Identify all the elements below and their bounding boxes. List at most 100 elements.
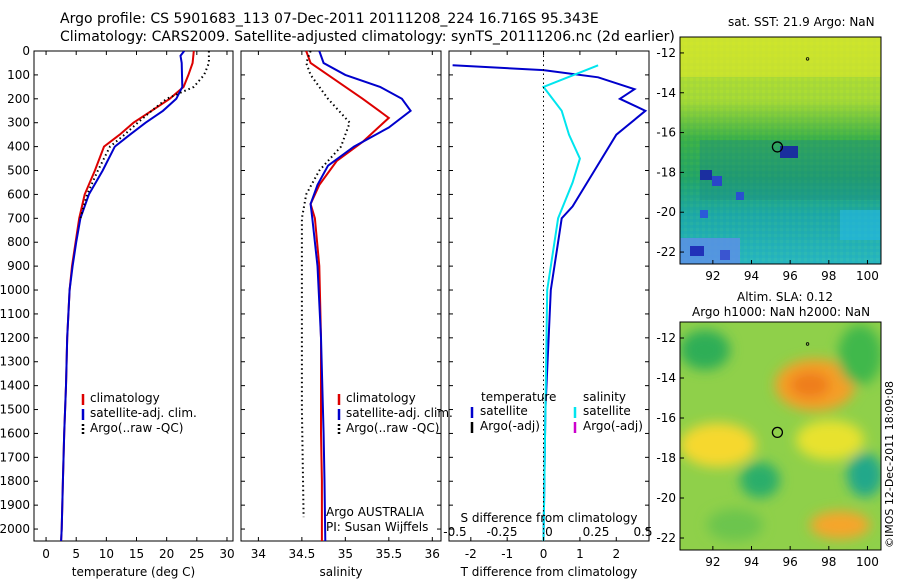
y-tick-label: 900 xyxy=(7,259,30,273)
y-tick-label: 500 xyxy=(7,164,30,178)
series-line-2-0 xyxy=(452,64,648,541)
series-line-1-2 xyxy=(300,51,351,518)
sst-y-tick-label: -16 xyxy=(656,126,676,140)
x-tick-label: 10 xyxy=(99,547,114,561)
y-tick-label: 1100 xyxy=(0,307,30,321)
sst-y-tick-label: -12 xyxy=(656,46,676,60)
sla-x-tick-label: 94 xyxy=(744,555,759,569)
sla-small-marker xyxy=(805,342,810,346)
top-axis-label: S difference from climatology xyxy=(461,511,638,525)
legend-label: climatology xyxy=(90,391,160,405)
y-tick-label: 1600 xyxy=(0,426,30,440)
x-tick-label: 5 xyxy=(72,547,80,561)
x-tick-label: -2 xyxy=(465,547,477,561)
legend-title-temperature: temperature xyxy=(481,390,556,404)
x-axis-label: salinity xyxy=(319,565,362,579)
sst-x-tick-label: 96 xyxy=(783,269,798,283)
sla-y-tick-label: -18 xyxy=(656,451,676,465)
series-line-0-2 xyxy=(79,51,210,219)
y-tick-label: 200 xyxy=(7,92,30,106)
sla-argo-position-marker xyxy=(771,426,784,439)
figure-title-line-1: Argo profile: CS 5901683_113 07-Dec-2011… xyxy=(60,11,599,27)
salinity-plot-frame xyxy=(240,50,442,542)
sla-x-tick-label: 92 xyxy=(705,555,720,569)
y-tick-label: 800 xyxy=(7,235,30,249)
x-tick-label: 2 xyxy=(612,547,620,561)
sst-x-tick-label: 98 xyxy=(821,269,836,283)
x-tick-label: 1 xyxy=(576,547,584,561)
x-tick-label: 36 xyxy=(425,547,440,561)
imos-credit: ©IMOS 12-Dec-2011 18:09:08 xyxy=(883,381,896,548)
sst-x-tick-label: 100 xyxy=(856,269,879,283)
sst-x-tick-label: 92 xyxy=(705,269,720,283)
y-tick-label: 1300 xyxy=(0,355,30,369)
platform-note: Argo AUSTRALIA xyxy=(326,505,425,519)
legend-label: climatology xyxy=(346,391,416,405)
sla-map xyxy=(680,322,881,550)
top-tick-label: -0.5 xyxy=(443,525,466,539)
y-tick-label: 0 xyxy=(22,44,30,58)
sst-small-marker xyxy=(805,57,810,61)
x-tick-label: 15 xyxy=(129,547,144,561)
sla-map-title-line-2: Argo h1000: NaN h2000: NaN xyxy=(692,305,871,319)
sla-y-tick-label: -22 xyxy=(656,531,676,545)
y-tick-label: 2000 xyxy=(0,522,30,536)
figure-title-line-2: Climatology: CARS2009. Satellite-adjuste… xyxy=(60,29,675,45)
x-tick-label: 34 xyxy=(251,547,266,561)
y-tick-label: 1000 xyxy=(0,283,30,297)
legend-label: Argo(-adj) xyxy=(480,419,540,433)
sla-x-tick-label: 96 xyxy=(783,555,798,569)
legend-label: satellite xyxy=(583,404,631,418)
top-tick-label: -0.25 xyxy=(486,525,517,539)
sst-map xyxy=(680,37,881,264)
difference-plot-frame xyxy=(448,50,650,542)
sla-y-tick-label: -16 xyxy=(656,411,676,425)
pi-note: PI: Susan Wijffels xyxy=(326,520,429,534)
legend-title-salinity: salinity xyxy=(583,390,626,404)
sst-map-frame xyxy=(679,36,882,265)
temperature-plot-frame xyxy=(33,50,234,542)
x-tick-label: 0 xyxy=(540,547,548,561)
sst-argo-position-marker xyxy=(771,141,784,153)
legend-label: satellite-adj. clim. xyxy=(90,406,197,420)
y-tick-label: 1500 xyxy=(0,403,30,417)
y-tick-label: 1800 xyxy=(0,474,30,488)
y-tick-label: 1200 xyxy=(0,331,30,345)
y-tick-label: 1400 xyxy=(0,379,30,393)
x-tick-label: 20 xyxy=(159,547,174,561)
x-tick-label: 30 xyxy=(219,547,234,561)
sst-map-title: sat. SST: 21.9 Argo: NaN xyxy=(728,15,875,29)
series-line-0-0 xyxy=(60,51,195,541)
top-tick-label: 0 xyxy=(545,525,553,539)
top-tick-label: 0.25 xyxy=(583,525,610,539)
x-tick-label: 0 xyxy=(42,547,50,561)
series-line-1-0 xyxy=(305,51,391,541)
sla-map-title-line-1: Altim. SLA: 0.12 xyxy=(737,290,834,304)
legend-label: Argo(-adj) xyxy=(583,419,643,433)
top-tick-label: 0.5 xyxy=(633,525,652,539)
sst-y-tick-label: -20 xyxy=(656,205,676,219)
sla-map-frame xyxy=(679,321,882,551)
y-tick-label: 600 xyxy=(7,187,30,201)
x-tick-label: 35.5 xyxy=(375,547,402,561)
legend-label: satellite-adj. clim. xyxy=(346,406,453,420)
x-tick-label: 25 xyxy=(189,547,204,561)
y-tick-label: 700 xyxy=(7,211,30,225)
sla-x-tick-label: 98 xyxy=(821,555,836,569)
x-tick-label: 35 xyxy=(338,547,353,561)
sla-y-tick-label: -20 xyxy=(656,491,676,505)
sla-y-tick-label: -12 xyxy=(656,331,676,345)
y-tick-label: 400 xyxy=(7,140,30,154)
x-tick-label: -1 xyxy=(501,547,513,561)
sla-y-tick-label: -14 xyxy=(656,371,676,385)
legend-label: Argo(..raw -QC) xyxy=(90,421,183,435)
sla-x-tick-label: 100 xyxy=(856,555,879,569)
sst-y-tick-label: -22 xyxy=(656,245,676,259)
legend-label: satellite xyxy=(480,404,528,418)
series-line-1-1 xyxy=(309,51,412,541)
x-tick-label: 34.5 xyxy=(289,547,316,561)
sst-x-tick-label: 94 xyxy=(744,269,759,283)
sst-y-tick-label: -14 xyxy=(656,86,676,100)
x-axis-label: temperature (deg C) xyxy=(72,565,195,579)
